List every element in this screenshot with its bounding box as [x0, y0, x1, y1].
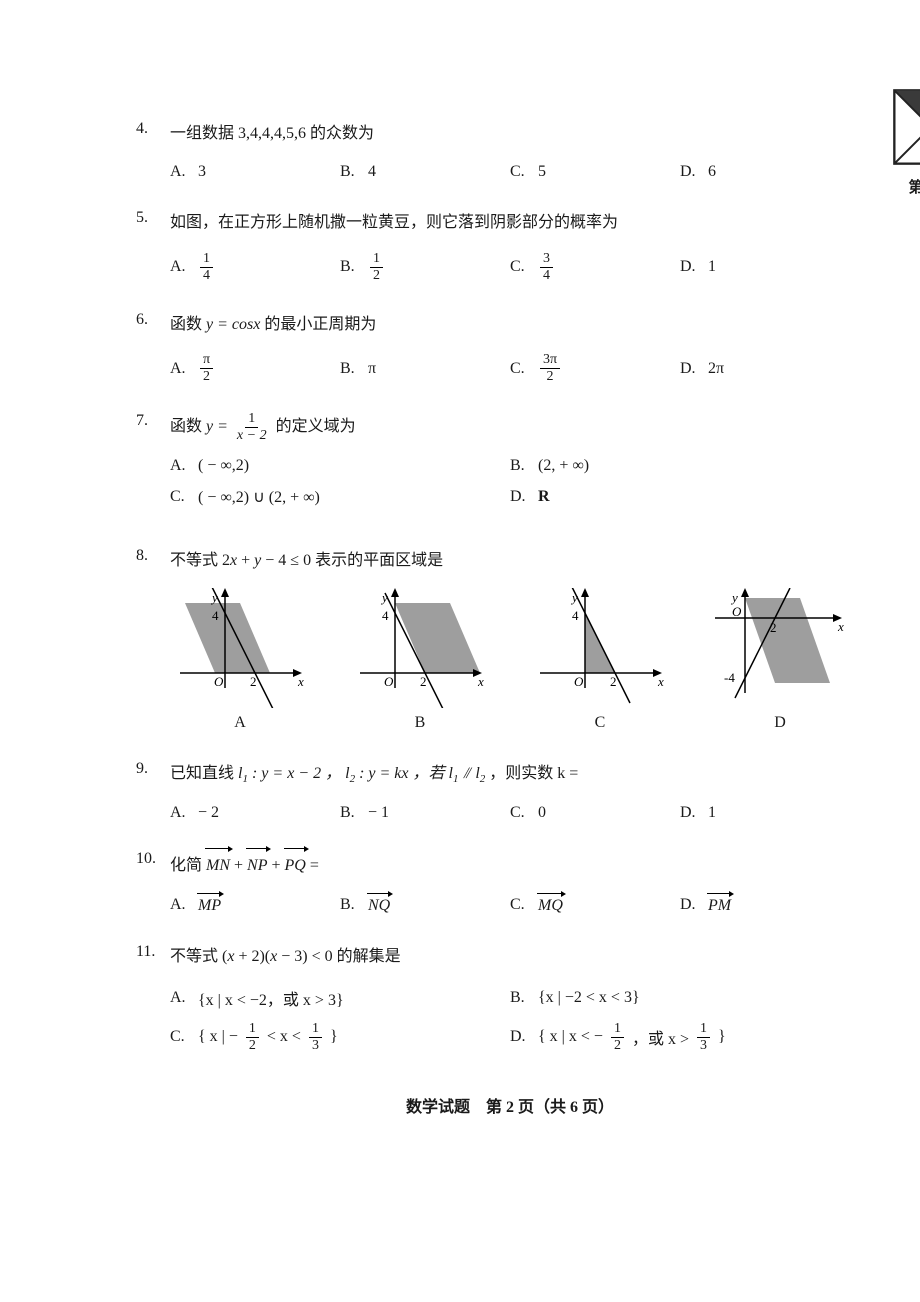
q11-choice-A: A.{x | x < −2，或 x > 3} [170, 986, 510, 1010]
svg-text:O: O [384, 674, 394, 689]
q7-choice-D: D.R [510, 487, 850, 507]
q8-label-B: B [350, 714, 490, 732]
svg-text:x: x [477, 674, 484, 689]
question-9: 9. 已知直线 l1 : y = x − 2 ， l2 : y = kx ，若 … [170, 760, 850, 822]
q7-text: 函数 y = 1x − 2 的定义域为 [170, 412, 850, 443]
svg-text:4: 4 [212, 608, 219, 623]
svg-text:2: 2 [420, 674, 427, 689]
q6-choice-B: B.π [340, 353, 510, 384]
q9-choice-D: D.1 [680, 804, 850, 822]
q9-choice-C: C.0 [510, 804, 680, 822]
q4-number: 4. [136, 120, 148, 138]
question-8: 8. 不等式 2x + y − 4 ≤ 0 表示的平面区域是 y x [170, 547, 850, 732]
svg-text:y: y [570, 590, 578, 605]
q8-figures: y x O 4 2 A y [170, 588, 850, 732]
q11-text: 不等式 (x + 2)(x − 3) < 0 的解集是 [170, 943, 850, 972]
q7-number: 7. [136, 412, 148, 430]
q7-choices: A.( − ∞,2) B.(2, + ∞) C.( − ∞,2) ∪ (2, +… [170, 457, 850, 519]
q11-choice-D: D. { x | x < − 12 ，或 x > 13 } [510, 1022, 850, 1053]
question-5: 5. 如图，在正方形上随机撒一粒黄豆，则它落到阴影部分的概率为 A. 14 B.… [170, 209, 850, 283]
svg-text:y: y [210, 590, 218, 605]
q5-choices: A. 14 B. 12 C. 34 D.1 [170, 252, 850, 283]
q5-choice-C: C. 34 [510, 252, 680, 283]
q4-text: 一组数据 3,4,4,4,5,6 的众数为 [170, 120, 850, 149]
q5-choice-A: A. 14 [170, 252, 340, 283]
svg-text:y: y [380, 590, 388, 605]
q4-choice-C: C.5 [510, 163, 680, 181]
q8-fig-C: y x O 4 2 C [530, 588, 670, 732]
q6-choice-A: A. π2 [170, 353, 340, 384]
q11-choice-B: B.{x | −2 < x < 3} [510, 986, 850, 1010]
q5-text: 如图，在正方形上随机撒一粒黄豆，则它落到阴影部分的概率为 [170, 209, 850, 238]
svg-text:2: 2 [250, 674, 257, 689]
q5-choice-B: B. 12 [340, 252, 510, 283]
q8-label-D: D [710, 714, 850, 732]
q5-choice-D: D.1 [680, 252, 850, 283]
svg-text:x: x [837, 619, 844, 634]
exam-page: 第 5 题 4. 一组数据 3,4,4,4,5,6 的众数为 A.3 B.4 C… [0, 0, 920, 1157]
question-6: 6. 函数 y = cosx 的最小正周期为 A. π2 B.π C. 3π2 … [170, 311, 850, 385]
q6-number: 6. [136, 311, 148, 329]
q8-label-A: A [170, 714, 310, 732]
svg-text:x: x [657, 674, 664, 689]
q5-square-figure [892, 88, 920, 166]
q11-choices: A.{x | x < −2，或 x > 3} B.{x | −2 < x < 3… [170, 986, 850, 1065]
q8-fig-D: y x O 2 -4 D [710, 588, 850, 732]
svg-text:4: 4 [382, 608, 389, 623]
svg-text:x: x [297, 674, 304, 689]
q6-text: 函数 y = cosx 的最小正周期为 [170, 311, 850, 340]
q7-choice-B: B.(2, + ∞) [510, 457, 850, 475]
svg-text:y: y [730, 590, 738, 605]
q4-choice-A: A.3 [170, 163, 340, 181]
q10-choice-B: B.NQ [340, 895, 510, 915]
svg-text:2: 2 [610, 674, 617, 689]
q8-label-C: C [530, 714, 670, 732]
parallel-icon: // [461, 760, 472, 789]
svg-text:O: O [214, 674, 224, 689]
q8-fig-A: y x O 4 2 A [170, 588, 310, 732]
q7-choice-A: A.( − ∞,2) [170, 457, 510, 475]
q4-choice-D: D.6 [680, 163, 850, 181]
svg-text:O: O [732, 604, 742, 619]
q9-choices: A.− 2 B.− 1 C.0 D.1 [170, 804, 850, 822]
q9-text: 已知直线 l1 : y = x − 2 ， l2 : y = kx ，若 l1 … [170, 760, 850, 790]
q4-choices: A.3 B.4 C.5 D.6 [170, 163, 850, 181]
q9-choice-A: A.− 2 [170, 804, 340, 822]
question-11: 11. 不等式 (x + 2)(x − 3) < 0 的解集是 A.{x | x… [170, 943, 850, 1065]
q10-text: 化简 MN + NP + PQ = [170, 850, 850, 881]
q10-number: 10. [136, 850, 156, 868]
q7-choice-C: C.( − ∞,2) ∪ (2, + ∞) [170, 487, 510, 507]
q4-choice-B: B.4 [340, 163, 510, 181]
q9-number: 9. [136, 760, 148, 778]
q9-choice-B: B.− 1 [340, 804, 510, 822]
q11-choice-C: C. { x | − 12 < x < 13 } [170, 1022, 510, 1053]
q5-number: 5. [136, 209, 148, 227]
q10-choice-C: C.MQ [510, 895, 680, 915]
question-10: 10. 化简 MN + NP + PQ = A.MP B.NQ C.MQ D.P… [170, 850, 850, 915]
svg-text:-4: -4 [724, 670, 735, 685]
q10-choices: A.MP B.NQ C.MQ D.PM [170, 895, 850, 915]
q6-choices: A. π2 B.π C. 3π2 D.2π [170, 353, 850, 384]
q8-text: 不等式 2x + y − 4 ≤ 0 表示的平面区域是 [170, 547, 850, 576]
q10-choice-D: D.PM [680, 895, 850, 915]
svg-text:4: 4 [572, 608, 579, 623]
q8-fig-B: y x O 4 2 B [350, 588, 490, 732]
svg-text:2: 2 [770, 620, 777, 635]
q6-choice-D: D.2π [680, 353, 850, 384]
q6-choice-C: C. 3π2 [510, 353, 680, 384]
q5-figure-block: 第 5 题 [892, 88, 920, 197]
question-7: 7. 函数 y = 1x − 2 的定义域为 A.( − ∞,2) B.(2, … [170, 412, 850, 519]
question-4: 4. 一组数据 3,4,4,4,5,6 的众数为 A.3 B.4 C.5 D.6 [170, 120, 850, 181]
q10-choice-A: A.MP [170, 895, 340, 915]
q8-number: 8. [136, 547, 148, 565]
page-footer: 数学试题 第 2 页（共 6 页） [170, 1093, 850, 1117]
svg-text:O: O [574, 674, 584, 689]
q5-figure-caption: 第 5 题 [892, 176, 920, 197]
q11-number: 11. [136, 943, 155, 961]
